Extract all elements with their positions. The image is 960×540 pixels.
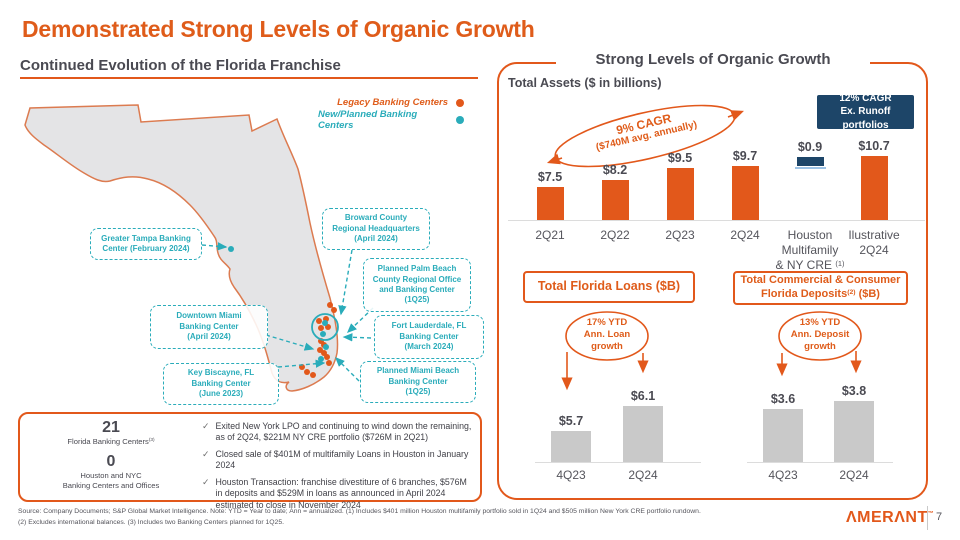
callout-key-biscayne: Key Biscayne, FL Banking Center (June 20… xyxy=(163,363,279,405)
list-item: ✓ Closed sale of $401M of multifamily Loa… xyxy=(202,448,469,471)
check-icon: ✓ xyxy=(202,476,210,487)
bar-Ilustrative xyxy=(860,156,888,220)
callout-greater-tampa: Greater Tampa Banking Center (February 2… xyxy=(90,228,202,260)
bar-value-label: $5.7 xyxy=(558,414,584,428)
legacy-center-dot xyxy=(316,318,322,324)
list-item: ✓ Houston Transaction: franchise divestit… xyxy=(202,476,467,510)
bar-2Q24 xyxy=(834,400,874,462)
loan-growth-annotation: 17% YTD Ann. Loan growth xyxy=(583,317,631,352)
page-number: 7 xyxy=(936,511,943,523)
bullet-list: ✓ Exited New York LPO and continuing to w… xyxy=(202,421,476,511)
new-planned-center-dot xyxy=(322,320,328,326)
assets-axis-line xyxy=(508,220,925,221)
legacy-center-dot xyxy=(317,347,323,353)
miami-cluster-circle xyxy=(311,313,339,341)
runoff-bar-underline xyxy=(794,166,826,169)
x-axis-label: 2Q22 xyxy=(600,228,630,242)
stats-box: 21 Florida Banking Centers(3) 0 Houston … xyxy=(18,412,482,510)
callout-palm-beach: Planned Palm Beach County Regional Offic… xyxy=(363,258,471,312)
new-planned-center-dot xyxy=(320,331,326,337)
deposits-axis-line xyxy=(747,462,893,463)
legend-row-legacy: Legacy Banking Centers xyxy=(318,94,464,111)
cagr-ex-runoff-callout: 12% CAGR Ex. Runoff portfolios xyxy=(817,93,914,131)
source-footnote: Source: Company Documents; S&P Global Ma… xyxy=(18,508,701,526)
loans-axis-line xyxy=(535,462,701,463)
legacy-center-dot xyxy=(326,360,332,366)
page-title: Demonstrated Strong Levels of Organic Gr… xyxy=(22,16,535,42)
new-planned-dot-icon xyxy=(456,115,464,124)
bar-value-label: $3.6 xyxy=(770,391,796,406)
x-axis-label: 4Q23 xyxy=(556,468,586,482)
bar-value-label: $8.2 xyxy=(602,163,628,178)
callout-broward-county: Broward County Regional Headquarters (Ap… xyxy=(322,208,430,250)
bar-2Q24 xyxy=(731,165,759,220)
deposit-growth-annotation: 13% YTD Ann. Deposit growth xyxy=(790,317,850,352)
houston-nyc-count: 0 xyxy=(106,453,116,471)
bar-4Q23 xyxy=(763,408,803,462)
legend-label-new-planned: New/Planned Banking Centers xyxy=(318,108,418,131)
x-axis-label: 2Q24 xyxy=(730,228,760,242)
bar-4Q23 xyxy=(551,431,591,462)
subtitle-underline xyxy=(20,77,478,79)
x-axis-label: Houston Multifamily & NY CRE (1) xyxy=(775,228,845,272)
florida-centers-label: Florida Banking Centers(3) xyxy=(67,436,155,446)
bar-2Q24 xyxy=(623,406,663,462)
bar-Houston xyxy=(796,157,824,166)
legacy-center-dot xyxy=(321,350,327,356)
legacy-dot-icon xyxy=(456,98,464,107)
check-icon: ✓ xyxy=(202,448,210,459)
list-item: ✓ Exited New York LPO and continuing to w… xyxy=(202,421,472,443)
new-planned-center-dot xyxy=(228,246,234,252)
bar-value-label: $7.5 xyxy=(537,169,563,184)
callout-miami-beach: Planned Miami Beach Banking Center (1Q25… xyxy=(360,361,476,403)
x-axis-label: 2Q24 xyxy=(839,468,869,482)
bar-value-label: $10.7 xyxy=(858,139,890,154)
legacy-center-dot xyxy=(323,316,329,322)
bar-2Q21 xyxy=(536,186,564,220)
map-legend: Legacy Banking Centers New/Planned Banki… xyxy=(318,94,464,131)
legacy-center-dot xyxy=(304,369,310,375)
bar-value-label: $3.8 xyxy=(841,383,867,398)
callout-downtown-miami: Downtown Miami Banking Center (April 202… xyxy=(150,305,268,349)
florida-loans-chart-title: Total Florida Loans ($B) xyxy=(523,271,695,303)
legacy-center-dot xyxy=(325,324,331,330)
x-axis-label: 2Q24 xyxy=(628,468,658,482)
legacy-center-dot xyxy=(324,354,330,360)
legend-label-legacy: Legacy Banking Centers xyxy=(337,97,448,108)
amerant-logo: ΛMERΛNT™ xyxy=(846,509,935,526)
footer-divider xyxy=(927,506,928,530)
florida-deposits-chart-title: Total Commercial & Consumer Florida Depo… xyxy=(733,271,908,305)
houston-nyc-label: Houston and NYC Banking Centers and Offi… xyxy=(62,471,160,490)
callout-fort-lauderdale: Fort Lauderdale, FL Banking Center (Marc… xyxy=(374,315,484,359)
bar-value-label: $6.1 xyxy=(630,389,656,404)
x-axis-label: 4Q23 xyxy=(768,468,798,482)
new-planned-center-dot xyxy=(318,356,324,362)
bar-value-label: $0.9 xyxy=(797,140,823,155)
legacy-center-dot xyxy=(327,302,333,308)
legacy-center-dot xyxy=(310,372,316,378)
total-assets-chart-title: Total Assets ($ in billions) xyxy=(508,76,662,90)
legacy-center-dot xyxy=(321,342,327,348)
x-axis-label: Ilustrative 2Q24 xyxy=(848,228,900,257)
check-icon: ✓ xyxy=(202,421,210,431)
left-section-subtitle: Continued Evolution of the Florida Franc… xyxy=(20,57,341,74)
bar-2Q23 xyxy=(666,167,694,220)
legacy-center-dot xyxy=(318,338,324,344)
bar-2Q22 xyxy=(601,180,629,220)
new-planned-center-dot xyxy=(323,344,329,350)
legacy-center-dot xyxy=(331,307,337,313)
legacy-center-dot xyxy=(299,364,305,370)
stats-column: 21 Florida Banking Centers(3) 0 Houston … xyxy=(26,419,196,491)
bar-value-label: $9.7 xyxy=(732,148,758,163)
right-panel-title: Strong Levels of Organic Growth xyxy=(556,51,870,68)
x-axis-label: 2Q23 xyxy=(665,228,695,242)
bar-value-label: $9.5 xyxy=(667,150,693,165)
florida-centers-count: 21 xyxy=(102,419,120,436)
legend-row-new-planned: New/Planned Banking Centers xyxy=(318,108,464,131)
x-axis-label: 2Q21 xyxy=(535,228,565,242)
legacy-center-dot xyxy=(318,325,324,331)
